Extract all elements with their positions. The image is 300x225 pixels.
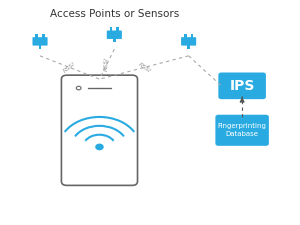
Circle shape <box>76 86 81 90</box>
Bar <box>116 27 119 31</box>
Bar <box>191 34 193 38</box>
Text: RSSI: RSSI <box>63 61 77 74</box>
Text: IPS: IPS <box>230 79 255 93</box>
Bar <box>188 45 190 49</box>
Bar <box>184 34 187 38</box>
Bar <box>113 38 116 42</box>
FancyBboxPatch shape <box>215 115 269 146</box>
Circle shape <box>96 144 103 150</box>
Bar <box>110 27 112 31</box>
Text: Fingerprinting
Database: Fingerprinting Database <box>218 123 267 137</box>
Bar <box>39 45 41 49</box>
Text: Access Points or Sensors: Access Points or Sensors <box>50 9 179 19</box>
FancyBboxPatch shape <box>181 37 196 46</box>
Bar <box>42 34 45 38</box>
Text: RSSI: RSSI <box>137 61 151 74</box>
FancyBboxPatch shape <box>32 37 48 46</box>
Text: RSSI: RSSI <box>104 57 110 71</box>
FancyBboxPatch shape <box>218 72 266 99</box>
FancyBboxPatch shape <box>61 75 137 185</box>
FancyBboxPatch shape <box>107 31 122 39</box>
Bar <box>35 34 38 38</box>
